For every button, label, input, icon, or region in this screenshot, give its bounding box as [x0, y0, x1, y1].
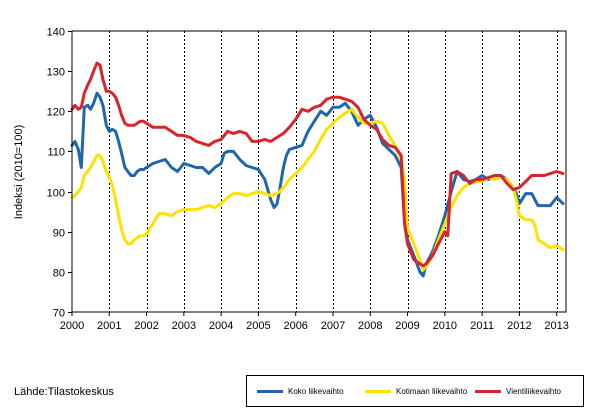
- y-tick-label-70: 70: [53, 308, 65, 320]
- x-tick-label-2002: 2002: [134, 320, 158, 332]
- source-label: Lähde:Tilastokeskus: [14, 386, 114, 398]
- x-tick-label-2012: 2012: [507, 320, 531, 332]
- legend-label-vienti: Vientiliikevaihto: [506, 386, 561, 396]
- series-line-kotimaan: [70, 107, 565, 272]
- plot-background: [72, 31, 566, 312]
- legend-swatch-kotimaan: [365, 389, 391, 393]
- series-lines: [70, 61, 565, 278]
- y-axis-title: Indeksi (2010=100): [13, 125, 25, 219]
- legend-swatch-vienti: [475, 389, 501, 393]
- y-axis: 70 80 90 100 110 120 130 140: [47, 27, 72, 320]
- y-tick-label-140: 140: [47, 27, 65, 39]
- x-tick-label-2007: 2007: [321, 320, 345, 332]
- y-tick-label-130: 130: [47, 67, 65, 79]
- legend-item-kotimaan: Kotimaan liikevaihto: [365, 376, 467, 406]
- y-tick-label-100: 100: [47, 188, 65, 200]
- x-tick-label-2005: 2005: [246, 320, 270, 332]
- x-tick-label-2003: 2003: [172, 320, 196, 332]
- x-tick-label-2013: 2013: [544, 320, 568, 332]
- legend: Koko liikevaihto Kotimaan liikevaihto Vi…: [246, 375, 584, 407]
- x-tick-label-2004: 2004: [209, 320, 233, 332]
- x-tick-label-2006: 2006: [283, 320, 307, 332]
- x-tick-label-2010: 2010: [433, 320, 457, 332]
- x-tick-label-2009: 2009: [395, 320, 419, 332]
- x-tick-label-2000: 2000: [60, 320, 84, 332]
- x-tick-label-2001: 2001: [97, 320, 121, 332]
- legend-item-vienti: Vientiliikevaihto: [475, 376, 561, 406]
- y-tick-label-120: 120: [47, 107, 65, 119]
- y-tick-label-90: 90: [53, 228, 65, 240]
- y-tick-label-80: 80: [53, 268, 65, 280]
- x-axis: 2000 2001 2002 2003 2004 2005 2006 2007 2008 2009…: [60, 312, 569, 332]
- series-line-vienti: [70, 61, 565, 268]
- x-tick-label-2011: 2011: [470, 320, 494, 332]
- x-tick-label-2008: 2008: [358, 320, 382, 332]
- legend-item-koko: Koko liikevaihto: [257, 376, 344, 406]
- legend-label-koko: Koko liikevaihto: [288, 386, 344, 396]
- y-tick-label-110: 110: [47, 147, 65, 159]
- legend-swatch-koko: [257, 389, 283, 393]
- legend-label-kotimaan: Kotimaan liikevaihto: [396, 386, 468, 396]
- plot-frame: [71, 30, 567, 313]
